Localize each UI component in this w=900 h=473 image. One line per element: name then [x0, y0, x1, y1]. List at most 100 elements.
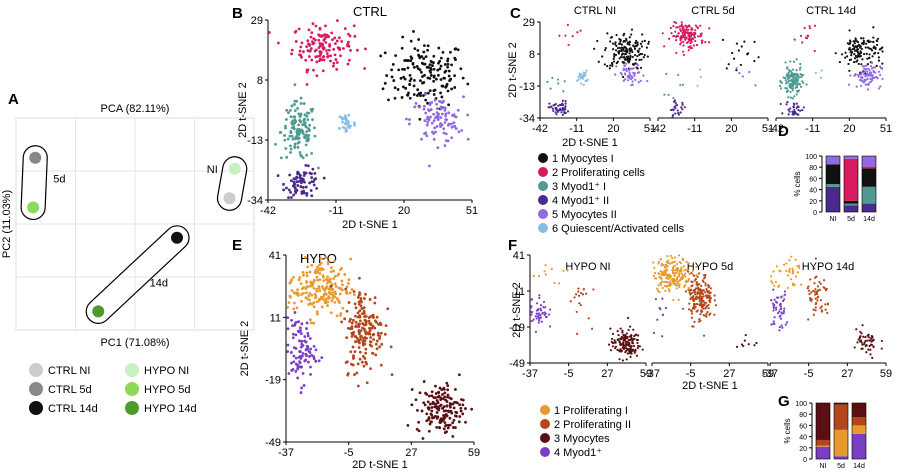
hypo-sub-tsne-point: [709, 287, 712, 290]
ctrl-tsne-point: [329, 54, 333, 58]
hypo-tsne-point: [425, 392, 429, 396]
ctrl-sub-tsne-point: [564, 102, 567, 105]
hypo-sub-tsne-point: [629, 349, 632, 352]
hypo-sub-tsne-point: [557, 282, 561, 285]
hypo-tsne-point: [294, 370, 298, 373]
hypo-tsne-point: [442, 405, 446, 409]
hypo-tsne-point: [428, 402, 432, 406]
ctrl-sub-tsne-point: [881, 62, 884, 65]
ctrl-tsne-point: [423, 44, 426, 48]
hypo-sub-tsne-point: [633, 349, 637, 353]
hypo-sub-tsne-point: [548, 325, 552, 328]
hypo-tsne-point: [299, 345, 303, 349]
ctrl-tsne-point: [411, 62, 415, 66]
ctrl-sub-tsne-point: [791, 97, 795, 100]
ctrl-tsne-point: [400, 46, 404, 50]
hypo-sub-tsne-point: [542, 300, 546, 303]
hypo-sub-tsne-point: [687, 262, 690, 265]
ctrl-tsne-point: [326, 55, 329, 59]
ctrl-tsne-point: [439, 91, 442, 95]
ctrl-tsne-point: [439, 64, 443, 68]
ctrl-sub-tsne-point: [838, 60, 841, 64]
hypo-tsne-point: [380, 342, 384, 346]
hypo-tsne-point: [300, 339, 304, 343]
hypo-sub-tsne-point: [631, 342, 635, 345]
ctrl-tsne-point: [304, 171, 308, 175]
ctrl-tsne-point: [341, 125, 345, 129]
hypo-sub-tsne-point: [747, 343, 750, 346]
hypo-sub-tsne-point: [696, 275, 699, 279]
hypo-sub-tsne-point: [662, 274, 666, 277]
hypo-sub-tsne-point: [705, 312, 708, 316]
hypo-tsne-point: [457, 420, 461, 424]
ctrl-sub-tsne-point: [872, 26, 875, 29]
ctrl-tsne-point: [453, 125, 457, 128]
hypo-sub-tsne-point: [659, 258, 662, 261]
ctrl-tsne-point: [346, 42, 350, 46]
ctrl-tsne-point: [309, 35, 313, 39]
hypo-sub-tsne-point: [798, 264, 801, 267]
ctrl-sub-tsne-point: [581, 77, 585, 80]
ctrl-tsne-point: [303, 113, 307, 117]
hypo-tsne-point: [309, 365, 312, 369]
hypo-sub-tsne-point: [664, 284, 667, 288]
ctrl-sub-tsne-x-tick-label: -42: [650, 123, 666, 135]
ctrl-sub-tsne-point: [628, 36, 631, 39]
hypo-tsne-point: [330, 266, 333, 270]
hypo-sub-tsne-point: [693, 291, 696, 294]
ctrl-sub-tsne-point: [692, 44, 695, 47]
ctrl-sub-tsne-point: [848, 43, 851, 46]
ctrl-tsne-point: [441, 106, 445, 110]
ctrl-sub-tsne-point: [797, 82, 801, 85]
ctrl-sub-tsne-point: [672, 108, 675, 112]
ctrl-tsne-point: [294, 29, 298, 33]
ctrl-sub-tsne-point: [671, 113, 675, 117]
ctrl-tsne-point: [283, 138, 287, 142]
ctrl-bars-bar-segment: [844, 200, 858, 204]
ctrl-tsne-x-tick-label: 20: [398, 205, 410, 217]
hypo-tsne-point: [295, 306, 299, 310]
ctrl-sub-tsne-point: [688, 31, 692, 34]
ctrl-sub-tsne-point: [819, 76, 823, 79]
ctrl-tsne-point: [315, 48, 318, 52]
ctrl-sub-tsne-point: [793, 76, 796, 79]
hypo-tsne-point: [359, 299, 363, 303]
ctrl-tsne-point: [315, 187, 319, 190]
ctrl-sub-tsne-point: [872, 36, 875, 39]
hypo-sub-tsne-point: [824, 303, 827, 306]
hypo-tsne-point: [454, 410, 458, 414]
ctrl-sub-tsne-point: [780, 81, 784, 84]
hypo-tsne-point: [309, 372, 313, 376]
ctrl-tsne-point: [304, 58, 308, 62]
hypo-sub-tsne-point: [532, 318, 535, 321]
ctrl-sub-tsne-point: [866, 74, 869, 77]
ctrl-sub-tsne-point: [614, 41, 617, 44]
ctrl-sub-tsne-point: [686, 31, 689, 34]
ctrl-sub-tsne-point: [854, 72, 857, 76]
hypo-sub-tsne-point: [654, 277, 657, 280]
hypo-tsne-point: [447, 423, 451, 427]
pca-legend-dot: [29, 401, 43, 415]
hypo-sub-tsne-point: [652, 274, 656, 277]
ctrl-tsne-point: [441, 112, 444, 116]
hypo-tsne-point: [322, 295, 325, 298]
ctrl-sub-tsne-point: [855, 85, 858, 88]
hypo-sub-tsne-point: [785, 321, 789, 324]
hypo-tsne-point: [314, 359, 318, 363]
ctrl-sub-tsne-point: [672, 24, 675, 28]
hypo-tsne-point: [358, 302, 361, 306]
pca-legend-label: CTRL 5d: [48, 384, 92, 396]
ctrl-tsne-point: [407, 91, 410, 95]
ctrl-sub-tsne-point: [620, 73, 623, 76]
ctrl-tsne-point: [288, 109, 292, 112]
hypo-sub-tsne-point: [772, 270, 775, 273]
ctrl-sub-tsne-point: [870, 49, 874, 52]
hypo-sub-tsne-point: [668, 262, 671, 265]
hypo-tsne-point: [300, 322, 304, 326]
ctrl-tsne-point: [311, 167, 315, 171]
hypo-sub-tsne-point: [641, 348, 644, 351]
ctrl-tsne-point: [328, 43, 332, 46]
ctrl-sub-tsne-point: [853, 47, 856, 50]
ctrl-legend-label: 1 Myocytes I: [552, 153, 614, 165]
hypo-tsne-point: [363, 297, 366, 300]
